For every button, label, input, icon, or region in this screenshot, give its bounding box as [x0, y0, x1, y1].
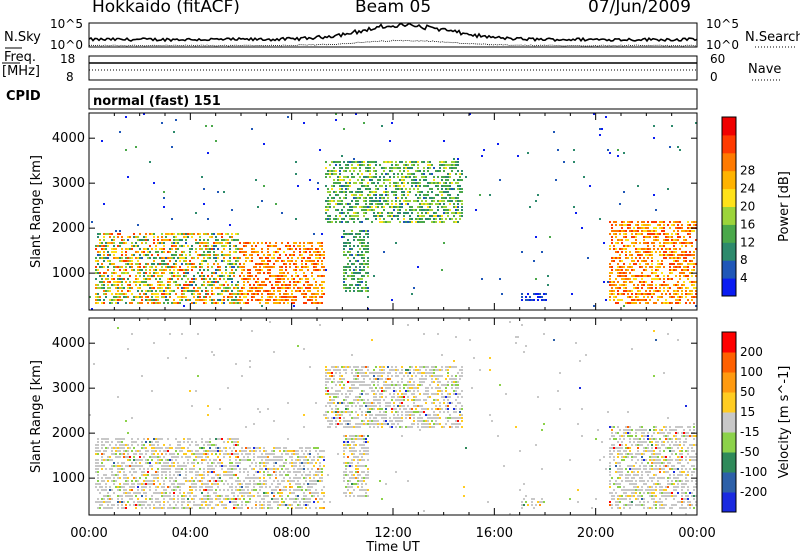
nsky-panel [88, 22, 698, 48]
velocity-colorbar-tick-2: 50 [740, 385, 755, 399]
velocity-ytick-label-3: 4000 [52, 336, 85, 351]
power-colorbar-tick-5: 24 [740, 182, 755, 196]
velocity-colorbar-swatch-7 [722, 352, 736, 373]
velocity-colorbar-tick-7: -200 [740, 485, 767, 499]
power-colorbar-tick-0: 4 [740, 271, 748, 285]
freq-panel [88, 55, 698, 81]
power-colorbar-swatch-1 [722, 260, 736, 279]
xtick-label-4: 16:00 [476, 526, 513, 541]
velocity-colorbar-swatch-2 [722, 452, 736, 473]
velocity-colorbar-swatch-4 [722, 412, 736, 433]
power-ytick-label-2: 3000 [52, 176, 85, 191]
freq-label: Freq. [4, 50, 36, 65]
velocity-cells [89, 318, 697, 515]
power-cells [89, 113, 697, 310]
nsky-label: N.Sky [4, 30, 41, 45]
velocity-colorbar-tick-6: -100 [740, 465, 767, 479]
freq-tick-top: 18 [60, 52, 76, 66]
xtick-label-1: 04:00 [172, 526, 209, 541]
power-colorbar-swatch-3 [722, 224, 736, 243]
beam-title: Beam 05 [355, 0, 432, 17]
cpid-panel [88, 88, 698, 110]
cpid-label: CPID [6, 89, 41, 104]
power-colorbar-swatch-8 [722, 134, 736, 154]
velocity-colorbar-tick-0: 200 [740, 345, 763, 359]
velocity-colorbar-tick-4: -15 [740, 425, 760, 439]
velocity-ytick-label-0: 1000 [52, 471, 85, 486]
power-ytick-label-1: 2000 [52, 221, 85, 236]
velocity-colorbar-swatch-5 [722, 392, 736, 413]
velocity-colorbar-tick-5: -50 [740, 445, 760, 459]
velocity-colorbar-label: Velocity [m s^-1] [777, 366, 792, 479]
freq-tick-bottom: 8 [66, 70, 74, 84]
power-ytick-label-0: 1000 [52, 266, 85, 281]
date-title: 07/Jun/2009 [588, 0, 691, 17]
power-colorbar-tick-3: 16 [740, 217, 755, 231]
power-colorbar-swatch-5 [722, 188, 736, 207]
power-plot-bg [89, 113, 697, 310]
velocity-plot-bg [89, 318, 697, 515]
nsearch-line [88, 39, 698, 47]
xtick-label-6: 00:00 [678, 526, 715, 541]
velocity-colorbar-swatch-8 [722, 332, 736, 353]
power-colorbar-swatch-9 [722, 117, 736, 136]
velocity-colorbar-swatch-3 [722, 432, 736, 453]
power-colorbar-tick-1: 8 [740, 253, 748, 267]
velocity-colorbar-swatch-0 [722, 492, 736, 513]
nsearch-label: N.Search [745, 30, 800, 45]
velocity-colorbar-swatch-6 [722, 372, 736, 393]
nave-tick-bottom: 0 [710, 70, 718, 84]
power-colorbar-tick-4: 20 [740, 200, 755, 214]
velocity-ylabel: Slant Range [km] [29, 360, 44, 473]
xtick-label-3: 12:00 [374, 526, 411, 541]
power-colorbar-swatch-6 [722, 170, 736, 190]
nsky-tick-top-right: 10^5 [706, 17, 739, 31]
power-colorbar-frame [721, 116, 737, 297]
velocity-colorbar-swatch-1 [722, 472, 736, 493]
velocity-colorbar-tick-3: 15 [740, 405, 755, 419]
xtick-label-5: 20:00 [577, 526, 614, 541]
power-colorbar-tick-6: 28 [740, 164, 755, 178]
nsky-line [88, 22, 698, 43]
velocity-colorbar-tick-1: 100 [740, 365, 763, 379]
velocity-colorbar-frame [721, 331, 737, 513]
power-colorbar-label: Power [dB] [777, 171, 792, 242]
power-colorbar-tick-2: 12 [740, 235, 755, 249]
velocity-ytick-label-2: 3000 [52, 381, 85, 396]
nsky-tick-top: 10^5 [50, 17, 83, 31]
nsky-tick-bottom-right: 10^0 [706, 38, 739, 52]
xtick-label-0: 00:00 [70, 526, 107, 541]
power-colorbar-swatch-0 [722, 278, 736, 297]
xlabel: Time UT [365, 540, 419, 554]
nave-label: Nave [748, 62, 782, 77]
nave-tick-top: 60 [710, 52, 726, 66]
station-title: Hokkaido (fitACF) [92, 0, 240, 17]
freq-unit-label: [MHz] [2, 64, 40, 79]
power-ylabel: Slant Range [km] [29, 155, 44, 268]
power-ytick-label-3: 4000 [52, 131, 85, 146]
power-colorbar-swatch-7 [722, 152, 736, 172]
cpid-value: normal (fast) 151 [93, 94, 221, 109]
velocity-ytick-label-1: 2000 [52, 426, 85, 441]
nsky-tick-bottom: 10^0 [50, 38, 83, 52]
power-colorbar-swatch-4 [722, 206, 736, 225]
power-colorbar-swatch-2 [722, 242, 736, 261]
xtick-label-2: 08:00 [273, 526, 310, 541]
